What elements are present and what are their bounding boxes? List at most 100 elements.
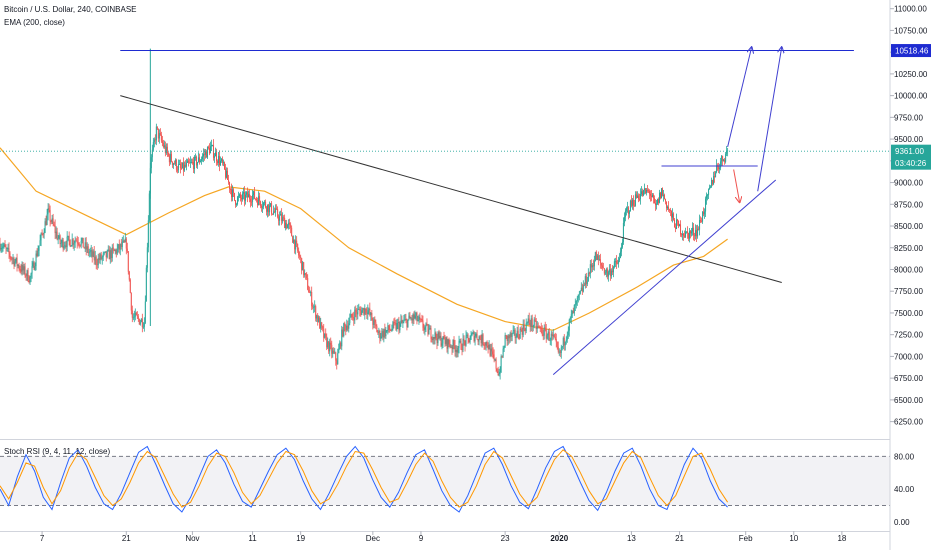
candle-down bbox=[393, 322, 395, 323]
candle-up bbox=[318, 317, 320, 322]
candle-down bbox=[272, 213, 274, 215]
candle-up bbox=[706, 195, 708, 199]
candle-up bbox=[617, 260, 619, 264]
candle-up bbox=[334, 352, 336, 354]
candle-down bbox=[8, 247, 10, 254]
candle-up bbox=[147, 220, 149, 248]
candle-up bbox=[99, 254, 101, 261]
candle-down bbox=[461, 349, 463, 351]
candle-up bbox=[313, 306, 315, 308]
candle-down bbox=[75, 240, 77, 242]
candle-down bbox=[487, 345, 489, 350]
candle-down bbox=[59, 235, 61, 245]
stoch-rsi-legend: Stoch RSI (9, 4, 11, 12, close) bbox=[4, 447, 111, 456]
rising-support bbox=[552, 179, 777, 376]
candle-down bbox=[398, 322, 400, 331]
candle-up bbox=[676, 219, 678, 229]
countdown-tag-bg bbox=[891, 156, 931, 170]
candle-down bbox=[233, 189, 235, 193]
candle-up bbox=[705, 198, 707, 212]
ema-200-line bbox=[0, 147, 728, 331]
price-tick-label: 10250.00 bbox=[894, 70, 928, 79]
candle-up bbox=[86, 246, 88, 250]
time-tick-label: 13 bbox=[627, 534, 636, 543]
candle-down bbox=[294, 239, 296, 250]
candle-down bbox=[681, 234, 683, 236]
candle-down bbox=[167, 153, 169, 156]
candle-down bbox=[529, 322, 531, 327]
candle-down bbox=[544, 327, 546, 329]
candle-down bbox=[120, 244, 122, 248]
candle-up bbox=[662, 194, 664, 196]
candle-down bbox=[259, 196, 261, 202]
candle-up bbox=[102, 253, 104, 257]
candle-down bbox=[69, 240, 71, 247]
candle-down bbox=[714, 176, 716, 178]
candle-down bbox=[590, 264, 592, 268]
candle-up bbox=[589, 264, 591, 274]
candle-down bbox=[542, 334, 544, 336]
candle-down bbox=[473, 332, 475, 342]
candle-up bbox=[513, 330, 515, 331]
candle-down bbox=[247, 192, 249, 198]
candle-up bbox=[206, 146, 208, 158]
candle-down bbox=[231, 189, 233, 198]
candle-down bbox=[690, 231, 692, 234]
candle-down bbox=[276, 208, 278, 210]
candle-up bbox=[338, 348, 340, 354]
candle-down bbox=[652, 194, 654, 199]
candle-down bbox=[315, 306, 317, 319]
candle-down bbox=[355, 309, 357, 313]
candle-up bbox=[573, 304, 575, 314]
candle-down bbox=[413, 314, 415, 319]
candle-down bbox=[480, 339, 482, 344]
candle-up bbox=[610, 270, 612, 277]
price-tick-label: 7250.00 bbox=[894, 331, 923, 340]
candle-up bbox=[204, 151, 206, 155]
candle-down bbox=[435, 332, 437, 339]
candle-up bbox=[565, 339, 567, 342]
time-tick-label: 18 bbox=[837, 534, 846, 543]
candle-down bbox=[77, 242, 79, 244]
candle-down bbox=[13, 258, 15, 266]
candle-down bbox=[360, 310, 362, 315]
candle-down bbox=[553, 334, 555, 338]
candle-up bbox=[445, 337, 447, 344]
candle-down bbox=[184, 164, 186, 167]
candle-down bbox=[375, 322, 377, 327]
candle-up bbox=[177, 164, 179, 170]
candle-down bbox=[129, 279, 131, 293]
candle-up bbox=[71, 239, 73, 246]
candle-up bbox=[672, 213, 674, 218]
candle-down bbox=[423, 327, 425, 330]
candle-up bbox=[293, 239, 295, 243]
candle-up bbox=[197, 157, 199, 163]
candle-down bbox=[514, 330, 516, 338]
candle-up bbox=[237, 197, 239, 205]
projection-2 bbox=[757, 47, 782, 192]
candle-down bbox=[284, 217, 286, 229]
candle-up bbox=[437, 332, 439, 344]
candle-down bbox=[328, 341, 330, 352]
candle-up bbox=[391, 329, 393, 331]
candle-up bbox=[116, 248, 118, 254]
candle-down bbox=[430, 328, 432, 339]
candle-up bbox=[727, 150, 729, 152]
candle-down bbox=[16, 257, 18, 266]
candle-down bbox=[638, 199, 640, 200]
candle-down bbox=[274, 211, 276, 213]
drawings-layer bbox=[0, 47, 890, 376]
candle-down bbox=[137, 316, 139, 319]
candle-down bbox=[616, 263, 618, 265]
candle-up bbox=[596, 255, 598, 261]
candle-up bbox=[84, 242, 86, 248]
candle-up bbox=[21, 265, 23, 272]
candle-down bbox=[369, 308, 371, 315]
candle-up bbox=[439, 335, 441, 339]
candle-up bbox=[504, 335, 506, 348]
candle-down bbox=[615, 261, 617, 264]
candle-down bbox=[712, 179, 714, 185]
candle-up bbox=[725, 153, 727, 162]
candle-up bbox=[220, 158, 222, 161]
